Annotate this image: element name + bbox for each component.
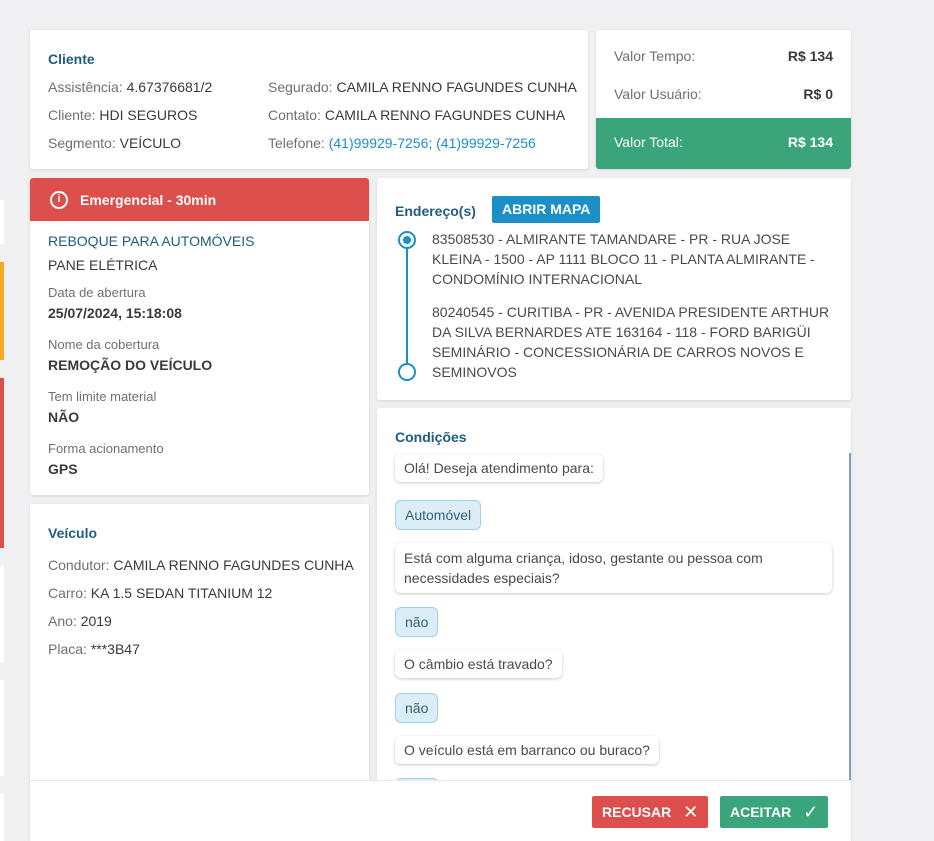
condicoes-title: Condições <box>395 429 467 445</box>
carro-field: Carro: KA 1.5 SEDAN TITANIUM 12 <box>48 584 272 602</box>
condutor-label: Condutor: <box>48 557 110 573</box>
cobertura-value: REMOÇÃO DO VEÍCULO <box>48 357 213 373</box>
route-line <box>406 246 408 364</box>
edge-strip <box>0 680 4 776</box>
info-icon: i <box>50 190 68 209</box>
contato-field: Contato: CAMILA RENNO FAGUNDES CUNHA <box>268 106 565 124</box>
valor-tempo-row: Valor Tempo: R$ 134 <box>614 48 833 64</box>
placa-value: ***3B47 <box>90 641 140 657</box>
valor-total-value: R$ 134 <box>787 134 833 150</box>
assistencia-field: Assistência: 4.67376681/2 <box>48 78 212 96</box>
cliente-card: Cliente Assistência: 4.67376681/2 Client… <box>30 30 588 169</box>
assistencia-value: 4.67376681/2 <box>126 79 213 95</box>
valor-total-bar: Valor Total: R$ 134 <box>596 118 851 169</box>
condicoes-card: Condições Olá! Deseja atendimento para: … <box>377 408 851 841</box>
chat-question: O veículo está em barranco ou buraco? <box>395 736 659 764</box>
valor-total-label: Valor Total: <box>614 134 683 150</box>
telefone-link[interactable]: (41)99929-7256; (41)99929-7256 <box>328 135 536 151</box>
check-icon: ✓ <box>803 801 819 822</box>
chat-question: Está com alguma criança, idoso, gestante… <box>395 543 832 593</box>
acionamento-value: GPS <box>48 461 78 477</box>
chat-answer: não <box>395 607 439 637</box>
veiculo-title: Veículo <box>48 525 98 541</box>
address-origin: 83508530 - ALMIRANTE TAMANDARE - PR - RU… <box>432 231 815 287</box>
ano-field: Ano: 2019 <box>48 612 112 630</box>
endereco-card: Endereço(s) ABRIR MAPA 83508530 - ALMIRA… <box>377 178 851 400</box>
edge-strip <box>0 200 4 244</box>
carro-value: KA 1.5 SEDAN TITANIUM 12 <box>90 585 273 601</box>
service-type: REBOQUE PARA AUTOMÓVEIS <box>48 233 255 249</box>
edge-strip-danger <box>0 378 4 548</box>
telefone-label: Telefone: <box>268 135 325 151</box>
destination-marker-icon <box>398 363 416 381</box>
limite-value: NÃO <box>48 409 80 425</box>
chat-answer: não <box>395 693 439 723</box>
chat-answer: Automóvel <box>395 500 482 530</box>
segmento-value: VEÍCULO <box>119 135 182 151</box>
placa-label: Placa: <box>48 641 87 657</box>
ano-label: Ano: <box>48 613 77 629</box>
contato-value: CAMILA RENNO FAGUNDES CUNHA <box>324 107 566 123</box>
valor-tempo-value: R$ 134 <box>787 48 833 64</box>
segmento-label: Segmento: <box>48 135 116 151</box>
cliente-value: HDI SEGUROS <box>99 107 198 123</box>
aceitar-label: ACEITAR <box>730 804 792 820</box>
condutor-value: CAMILA RENNO FAGUNDES CUNHA <box>113 557 354 573</box>
edge-strip-warning <box>0 262 4 360</box>
aceitar-button[interactable]: ACEITAR ✓ <box>720 796 829 828</box>
endereco-title: Endereço(s) <box>395 203 476 219</box>
limite-label: Tem limite material <box>48 389 157 404</box>
emergency-header: i Emergencial - 30min <box>30 178 369 221</box>
service-reason: PANE ELÉTRICA <box>48 257 158 273</box>
abertura-value: 25/07/2024, 15:18:08 <box>48 305 182 321</box>
recusar-label: RECUSAR <box>602 804 672 820</box>
segurado-value: CAMILA RENNO FAGUNDES CUNHA <box>336 79 577 95</box>
ano-value: 2019 <box>80 613 112 629</box>
assistencia-label: Assistência: <box>48 79 123 95</box>
valor-usuario-value: R$ 0 <box>803 86 833 102</box>
chat-question: Olá! Deseja atendimento para: <box>395 454 603 482</box>
origin-marker-icon <box>398 231 416 249</box>
valor-usuario-label: Valor Usuário: <box>614 86 702 102</box>
emergency-label: Emergencial - 30min <box>80 191 217 208</box>
carro-label: Carro: <box>48 585 87 601</box>
contato-label: Contato: <box>268 107 321 123</box>
valor-usuario-row: Valor Usuário: R$ 0 <box>614 86 833 102</box>
valor-total-row: Valor Total: R$ 134 <box>614 134 833 150</box>
valor-tempo-label: Valor Tempo: <box>614 48 696 64</box>
recusar-button[interactable]: RECUSAR ✕ <box>592 796 709 828</box>
segurado-field: Segurado: CAMILA RENNO FAGUNDES CUNHA <box>268 78 577 96</box>
cliente-title: Cliente <box>48 51 95 67</box>
footer-bar: RECUSAR ✕ ACEITAR ✓ <box>30 780 851 841</box>
edge-strip <box>0 794 4 841</box>
abrir-mapa-button[interactable]: ABRIR MAPA <box>492 196 601 223</box>
chat-question: O câmbio está travado? <box>395 650 562 678</box>
condutor-field: Condutor: CAMILA RENNO FAGUNDES CUNHA <box>48 556 354 574</box>
placa-field: Placa: ***3B47 <box>48 640 140 658</box>
servico-card: i Emergencial - 30min REBOQUE PARA AUTOM… <box>30 178 369 495</box>
cobertura-label: Nome da cobertura <box>48 337 160 352</box>
edge-strip <box>0 566 4 662</box>
totais-card: Valor Tempo: R$ 134 Valor Usuário: R$ 0 … <box>596 30 851 169</box>
telefone-field: Telefone: (41)99929-7256; (41)99929-7256 <box>268 134 536 152</box>
close-icon: ✕ <box>683 801 699 822</box>
segmento-field: Segmento: VEÍCULO <box>48 134 181 152</box>
address-destination: 80240545 - CURITIBA - PR - AVENIDA PRESI… <box>432 304 830 380</box>
abertura-label: Data de abertura <box>48 285 146 300</box>
segurado-label: Segurado: <box>268 79 333 95</box>
acionamento-label: Forma acionamento <box>48 441 164 456</box>
cliente-label: Cliente: <box>48 107 96 123</box>
cliente-field: Cliente: HDI SEGUROS <box>48 106 197 124</box>
scrollbar[interactable] <box>849 453 851 841</box>
